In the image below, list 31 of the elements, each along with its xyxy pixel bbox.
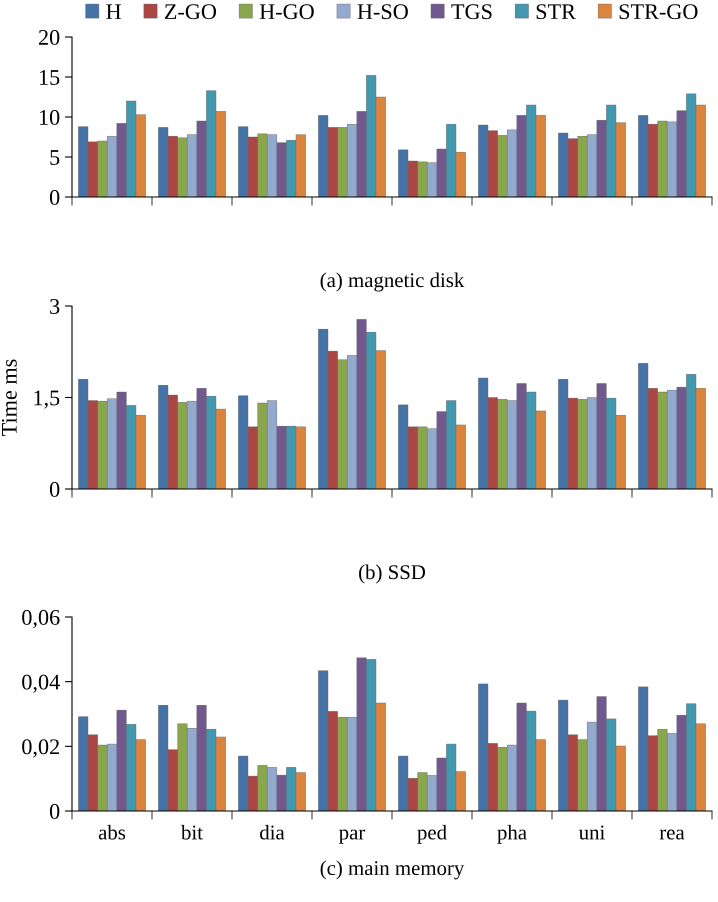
legend-label: H-GO xyxy=(260,4,314,20)
x-axis-title: (b) SSD xyxy=(359,564,426,584)
legend-label: STR-GO xyxy=(620,4,698,20)
x-tick-label: ped xyxy=(417,824,447,844)
x-tick-label: dia xyxy=(260,824,284,840)
legend-label: STR xyxy=(536,4,576,20)
legend-label: H-SO xyxy=(358,4,408,20)
y-tick-label: 15 xyxy=(40,70,60,85)
y-tick-label: 0 xyxy=(50,804,60,819)
legend-label: TGS xyxy=(451,4,492,20)
y-tick-label: 3 xyxy=(50,298,60,314)
x-tick-label: pha xyxy=(497,824,527,844)
y-axis-title: Time ms xyxy=(2,360,17,436)
x-tick-label: par xyxy=(339,830,366,844)
legend-label: H xyxy=(106,4,121,19)
x-axis-title: (a) magnetic disk xyxy=(320,272,464,292)
x-tick-label: rea xyxy=(660,830,684,840)
y-tick-label: 0 xyxy=(50,190,60,205)
y-tick-label: 20 xyxy=(38,30,60,45)
y-tick-label: 0,02 xyxy=(22,739,59,758)
y-tick-label: 10 xyxy=(40,110,60,125)
y-tick-label: 0 xyxy=(50,482,60,497)
y-tick-label: 1,5 xyxy=(34,390,60,409)
y-tick-label: 0,06 xyxy=(22,610,60,628)
x-tick-label: abs xyxy=(98,824,126,840)
x-axis-title: (c) main memory xyxy=(320,860,464,880)
legend-label: Z-GO xyxy=(164,4,216,20)
x-tick-label: uni xyxy=(578,826,605,840)
y-tick-label: 0,04 xyxy=(22,674,60,693)
x-tick-label: bit xyxy=(181,824,203,840)
y-tick-label: 5 xyxy=(50,150,60,165)
